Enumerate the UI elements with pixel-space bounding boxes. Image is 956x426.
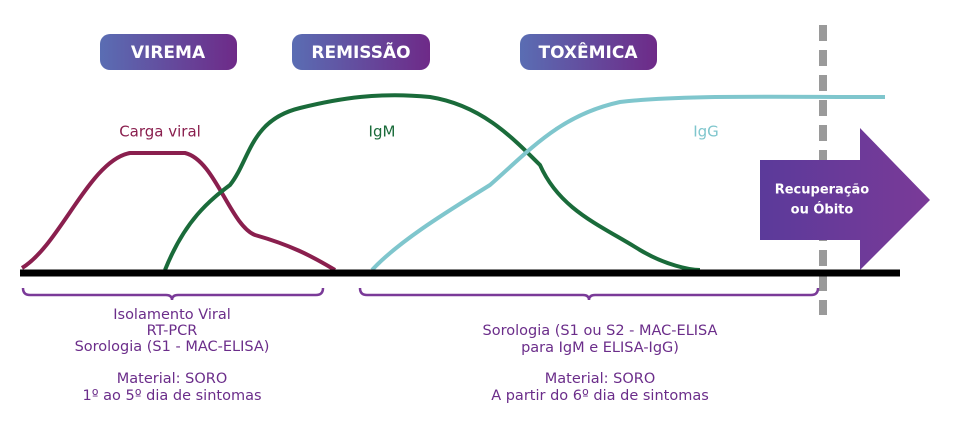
material: 1º ao 5º dia de sintomas <box>82 388 261 404</box>
method: Isolamento Viral <box>113 307 231 323</box>
outcome-label: ou Óbito <box>791 202 854 218</box>
method: Sorologia (S1 ou S2 - MAC-ELISA <box>483 323 718 339</box>
curve-label: Carga viral <box>119 123 201 141</box>
igg-curve <box>370 94 886 272</box>
bracket <box>21 287 325 301</box>
outcome-arrow <box>760 128 930 270</box>
phase-label: VIREMA <box>131 43 206 63</box>
phase-pill <box>520 34 657 70</box>
method: para IgM e ELISA-IgG) <box>521 340 679 356</box>
igm-curve <box>163 93 701 272</box>
phase-label: REMISSÃO <box>311 40 410 63</box>
method: Sorologia (S1 - MAC-ELISA) <box>75 339 270 355</box>
outcome-label: Recuperação <box>775 183 870 198</box>
bracket <box>358 287 820 301</box>
material: Material: SORO <box>545 371 656 387</box>
material: A partir do 6º dia de sintomas <box>491 388 709 404</box>
phase-pill <box>292 34 430 70</box>
curve-label: IgG <box>693 123 719 141</box>
phase-pill <box>100 34 237 70</box>
curve-label: IgM <box>369 123 396 141</box>
phase-label: TOXÊMICA <box>538 41 638 63</box>
method: RT-PCR <box>147 323 198 339</box>
viral-curve <box>20 151 337 272</box>
material: Material: SORO <box>117 371 228 387</box>
